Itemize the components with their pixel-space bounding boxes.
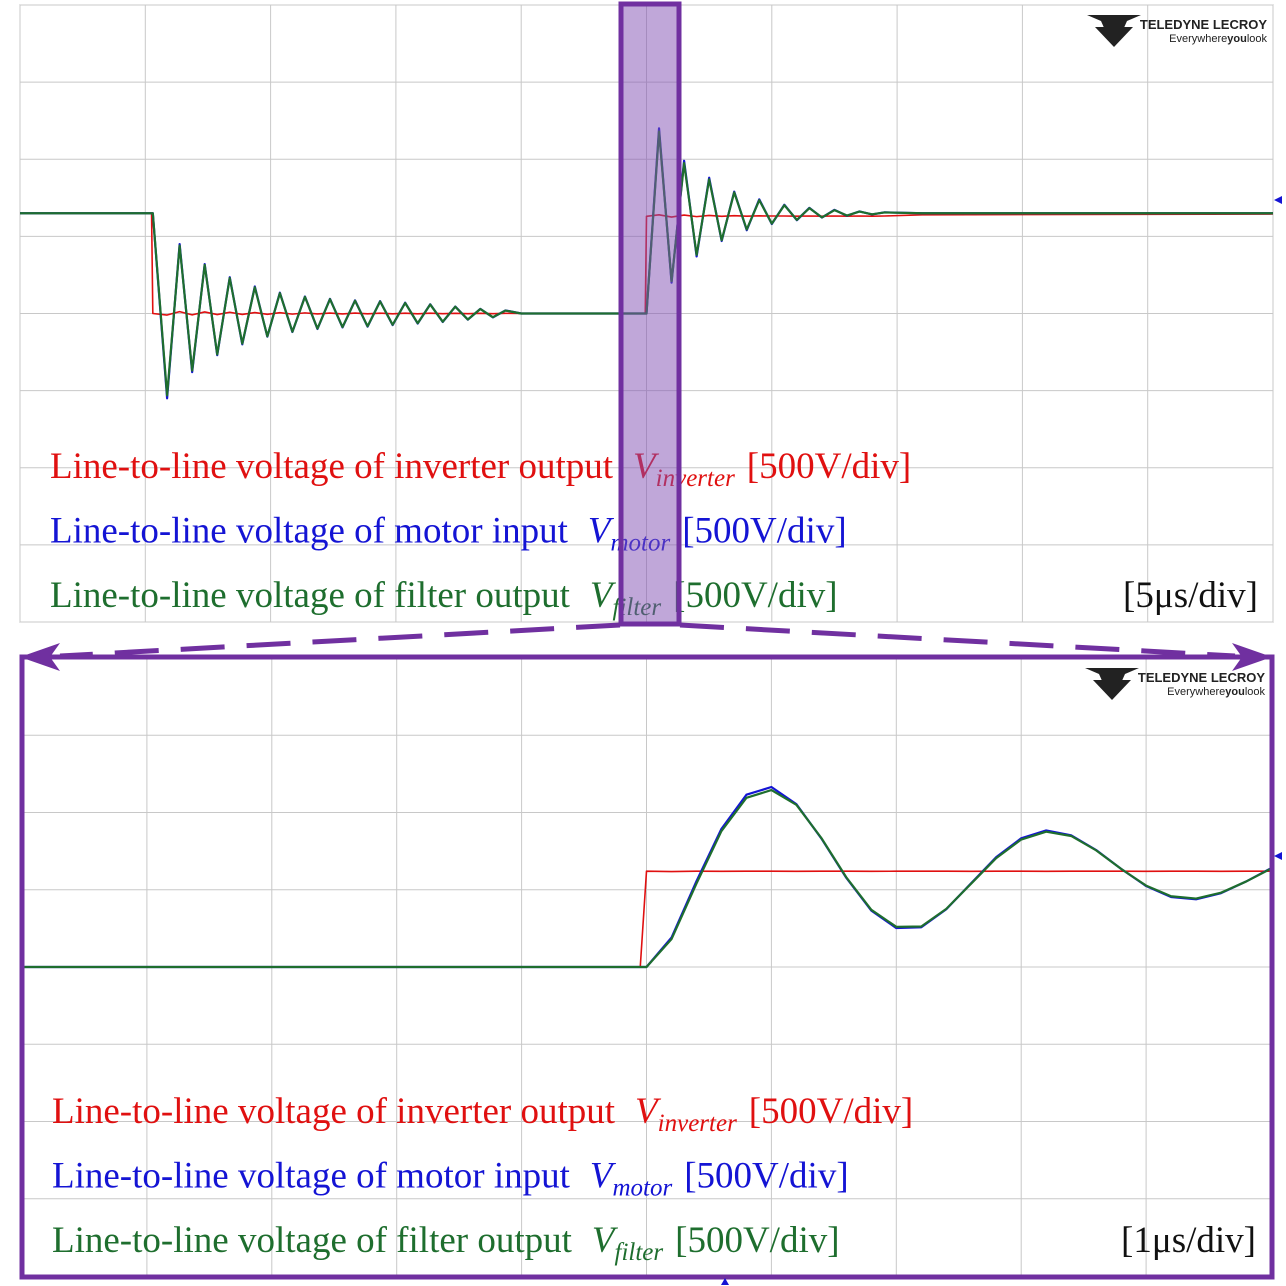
logo-tagline-part: you xyxy=(1225,686,1245,698)
legend-scale: [500V/div] xyxy=(675,1220,839,1261)
zoom-frame xyxy=(19,654,1275,1280)
legend-label: Line-to-line voltage of inverter output xyxy=(52,1091,616,1132)
logo-icon xyxy=(1095,27,1133,47)
legend-scale: [500V/div] xyxy=(747,446,911,487)
legend-label: Line-to-line voltage of filter output xyxy=(52,1220,573,1261)
legend-subscript: filter xyxy=(615,1239,664,1266)
legend-symbol: V xyxy=(592,1220,619,1261)
legend-entry: Line-to-line voltage of inverter output V… xyxy=(52,1091,913,1137)
zoom-guide xyxy=(679,622,1236,659)
legend-symbol: V xyxy=(590,575,617,616)
legend-scale: [500V/div] xyxy=(682,511,846,552)
legend-label: Line-to-line voltage of inverter output xyxy=(50,446,614,487)
logo-tagline-part: look xyxy=(1247,33,1268,45)
zoom-overlay xyxy=(19,1,1282,1285)
logo-tagline-part: Everywhere xyxy=(1169,33,1227,45)
time-scale: [5μs/div] xyxy=(1123,575,1258,616)
legend-entry: Line-to-line voltage of motor input Vmoto… xyxy=(52,1156,849,1202)
logo-icon xyxy=(1093,680,1131,700)
trace xyxy=(22,789,1272,969)
legend-label: Line-to-line voltage of motor input xyxy=(50,511,569,552)
zoom-guide xyxy=(59,622,621,659)
legend-entry: Line-to-line voltage of filter output Vfi… xyxy=(52,1220,840,1266)
trigger-marker xyxy=(1274,852,1282,860)
legend-symbol: V xyxy=(635,1091,662,1132)
legend-scale: [500V/div] xyxy=(673,575,837,616)
logo-tagline-part: Everywhere xyxy=(1167,686,1225,698)
logo-tagline: Everywhereyoulook xyxy=(1167,686,1265,698)
trace xyxy=(20,212,1274,316)
logo-tagline-part: you xyxy=(1227,33,1247,45)
scope-panel: Line-to-line voltage of inverter output V… xyxy=(21,657,1272,1277)
legend-entry: Line-to-line voltage of inverter outputV… xyxy=(50,446,911,492)
logo-tagline-part: look xyxy=(1245,686,1266,698)
trace xyxy=(22,870,1271,968)
legend-entry: Line-to-line voltage of motor inputVmoto… xyxy=(50,511,847,557)
legend-symbol: V xyxy=(590,1156,617,1197)
time-scale: [1μs/div] xyxy=(1121,1220,1256,1261)
legend-symbol: V xyxy=(588,511,615,552)
logo-tagline: Everywhereyoulook xyxy=(1169,33,1267,45)
logo-name: TELEDYNE LECROY xyxy=(1138,670,1265,685)
legend-label: Line-to-line voltage of motor input xyxy=(52,1156,571,1197)
legend-subscript: motor xyxy=(612,1175,672,1202)
legend-scale: [500V/div] xyxy=(749,1091,913,1132)
trigger-marker xyxy=(1274,196,1282,204)
legend-scale: [500V/div] xyxy=(684,1156,848,1197)
logo-name: TELEDYNE LECROY xyxy=(1140,17,1267,32)
legend-entry: Line-to-line voltage of filter outputVfi… xyxy=(50,575,838,621)
zoom-window xyxy=(618,1,682,627)
trigger-marker xyxy=(721,1278,729,1285)
trace xyxy=(20,130,1273,397)
legend-label: Line-to-line voltage of filter output xyxy=(50,575,571,616)
legend-subscript: inverter xyxy=(658,1110,737,1137)
